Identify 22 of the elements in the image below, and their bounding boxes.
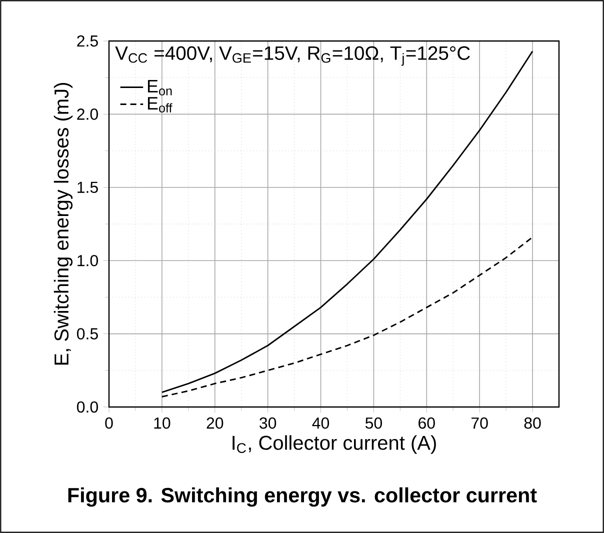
x-tick-label: 30 xyxy=(260,417,276,429)
x-tick-label: 40 xyxy=(312,417,330,429)
x-tick-label: 80 xyxy=(524,417,541,429)
x-tick-label: 10 xyxy=(154,417,170,429)
x-tick-label: 0 xyxy=(105,417,113,429)
x-axis-title: I$_{C}$, Collector current (A) xyxy=(232,435,436,454)
legend-label: E$_{on}$ xyxy=(148,80,172,96)
x-tick-label: 20 xyxy=(206,417,224,429)
y-tick-label: 2.5 xyxy=(77,35,98,47)
y-tick-label: 1.0 xyxy=(78,254,98,266)
y-axis-title: E, Switching energy losses (mJ) xyxy=(54,83,73,365)
y-tick-label: 0.0 xyxy=(76,401,98,413)
text: V$_{CC}$ =400V, V$_{GE}$=15V, R$_{G}$=10Ω, T$_{j}$=125°C xyxy=(115,46,470,66)
y-tick-label: 2.0 xyxy=(77,108,98,120)
y-tick-label: 0.5 xyxy=(76,328,98,340)
caption: Figure 9. Switching energy vs. collector current xyxy=(68,487,537,507)
y-tick-label: 1.5 xyxy=(78,182,98,193)
x-tick-label: 70 xyxy=(472,417,488,429)
x-tick-label: 50 xyxy=(365,417,382,429)
legend-label: E$_{off}$ xyxy=(148,97,172,112)
line-series xyxy=(161,236,534,398)
x-tick-label: 60 xyxy=(418,417,435,429)
